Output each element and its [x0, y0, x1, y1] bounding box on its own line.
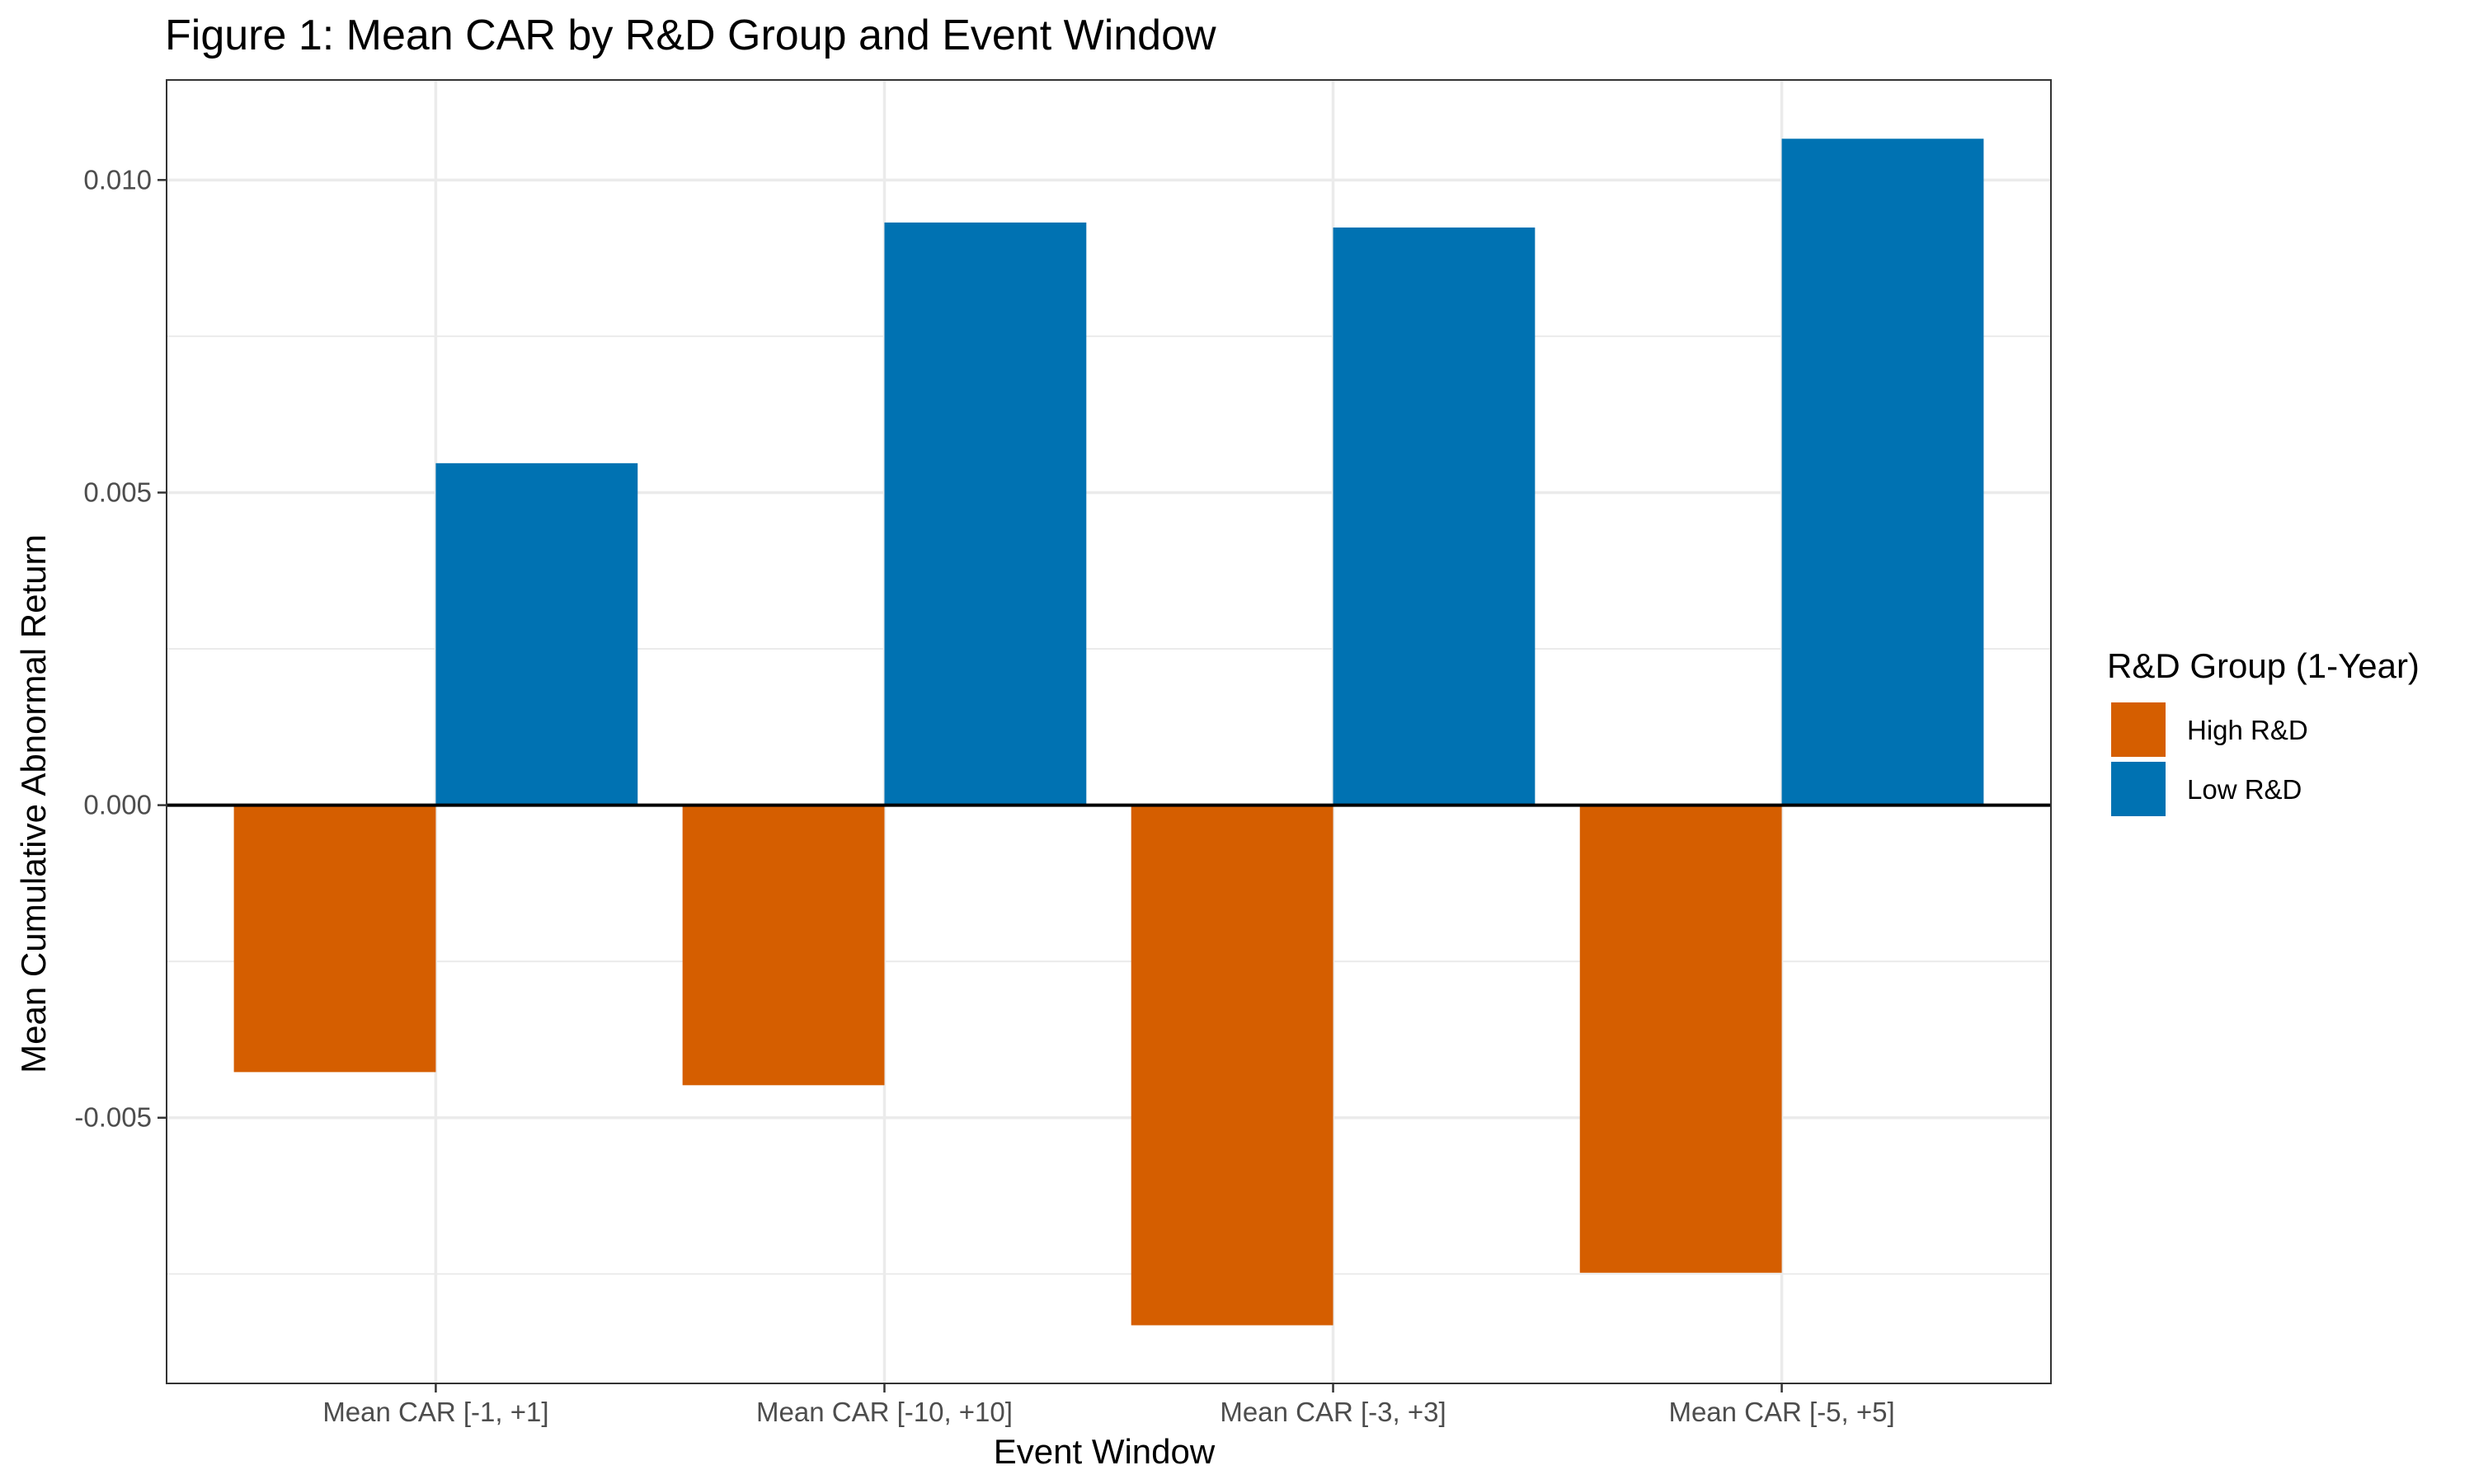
legend-label: High R&D [2187, 715, 2308, 745]
bar-low-rd [435, 463, 638, 805]
bar-high-rd [1579, 805, 1782, 1273]
y-tick-label: 0.010 [83, 164, 152, 195]
y-tick-label: -0.005 [74, 1102, 152, 1133]
x-axis-title: Event Window [994, 1432, 1216, 1471]
bar-low-rd [884, 222, 1087, 805]
bar-high-rd [1131, 805, 1333, 1326]
chart-title: Figure 1: Mean CAR by R&D Group and Even… [165, 12, 1216, 59]
legend-key-high-rd [2111, 702, 2166, 757]
panel-border [166, 79, 2052, 1384]
y-axis-title: Mean Cumulative Abnormal Return [14, 534, 53, 1073]
x-tick-label: Mean CAR [-10, +10] [756, 1397, 1013, 1427]
bar-high-rd [233, 805, 436, 1073]
x-tick-label: Mean CAR [-3, +3] [1220, 1397, 1446, 1427]
x-tick-label: Mean CAR [-1, +1] [322, 1397, 548, 1427]
legend-label: Low R&D [2187, 774, 2302, 805]
bar-low-rd [1781, 139, 1984, 805]
legend: R&D Group (1-Year) High R&D Low R&D [2107, 646, 2420, 816]
plot-area: -0.005 0.000 0.005 0.010 Mean CAR [-1, +1] Me… [74, 79, 2052, 1427]
x-tick-label: Mean CAR [-5, +5] [1668, 1397, 1894, 1427]
bar-high-rd [682, 805, 885, 1086]
y-tick-label: 0.000 [83, 790, 152, 820]
y-tick-label: 0.005 [83, 477, 152, 507]
legend-key-low-rd [2111, 762, 2166, 816]
bar-low-rd [1333, 227, 1536, 805]
legend-title: R&D Group (1-Year) [2107, 646, 2420, 685]
